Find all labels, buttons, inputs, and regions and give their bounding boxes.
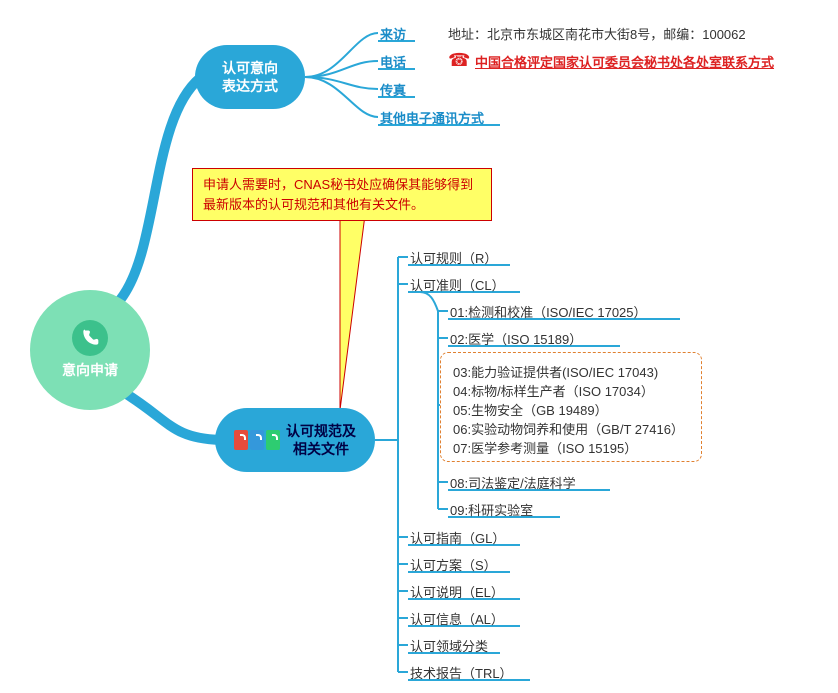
contact-method-3[interactable]: 其他电子通讯方式 (380, 108, 484, 127)
contact-method-1[interactable]: 电话 (380, 52, 406, 71)
contact-method-0[interactable]: 来访 (380, 24, 406, 43)
doc-bottom-5[interactable]: 技术报告（TRL） (410, 663, 513, 682)
root-label: 意向申请 (62, 360, 118, 380)
node-contact-methods[interactable]: 认可意向 表达方式 (195, 45, 305, 109)
phone-bubble-icon (72, 320, 108, 356)
node-documents[interactable]: 认可规范及 相关文件 (215, 408, 375, 472)
doc-bottom-4[interactable]: 认可领域分类 (410, 636, 488, 655)
doc-cl-boxed-1[interactable]: 04:标物/标样生产者（ISO 17034） (453, 381, 654, 400)
doc-bottom-2[interactable]: 认可说明（EL） (410, 582, 504, 601)
doc-cl-sub-0[interactable]: 01:检测和校准（ISO/IEC 17025） (450, 302, 647, 321)
doc-cl-sub-1[interactable]: 02:医学（ISO 15189） (450, 329, 582, 348)
doc-top-1[interactable]: 认可准则（CL） (410, 275, 505, 294)
doc-bottom-1[interactable]: 认可方案（S） (410, 555, 497, 574)
node1-line1: 认可意向 (222, 59, 278, 77)
doc-cl-boxed-0[interactable]: 03:能力验证提供者(ISO/IEC 17043) (453, 362, 658, 381)
root-node[interactable]: 意向申请 (30, 290, 150, 410)
doc-top-0[interactable]: 认可规则（R） (410, 248, 497, 267)
doc-bottom-3[interactable]: 认可信息（AL） (410, 609, 504, 628)
contact-method-2[interactable]: 传真 (380, 80, 406, 99)
doc-cl-boxed-4[interactable]: 07:医学参考测量（ISO 15195） (453, 438, 637, 457)
doc-cl-tail-0[interactable]: 08:司法鉴定/法庭科学 (450, 473, 576, 492)
callout-note: 申请人需要时，CNAS秘书处应确保其能够得到 最新版本的认可规范和其他有关文件。 (192, 168, 492, 221)
doc-cl-boxed-3[interactable]: 06:实验动物饲养和使用（GB/T 27416） (453, 419, 684, 438)
doc-bottom-0[interactable]: 认可指南（GL） (410, 528, 505, 547)
telephone-icon: ☎ (448, 50, 470, 71)
node2-line1: 认可规范及 (286, 422, 356, 440)
contact-link[interactable]: 中国合格评定国家认可委员会秘书处各处室联系方式 (475, 52, 774, 71)
address-text: 地址：北京市东城区南花市大街8号，邮编：100062 (448, 24, 746, 43)
doc-cl-tail-1[interactable]: 09:科研实验室 (450, 500, 533, 519)
node1-line2: 表达方式 (222, 77, 278, 95)
node2-line2: 相关文件 (286, 440, 356, 458)
binder-icons (234, 430, 280, 450)
doc-cl-boxed-2[interactable]: 05:生物安全（GB 19489） (453, 400, 608, 419)
